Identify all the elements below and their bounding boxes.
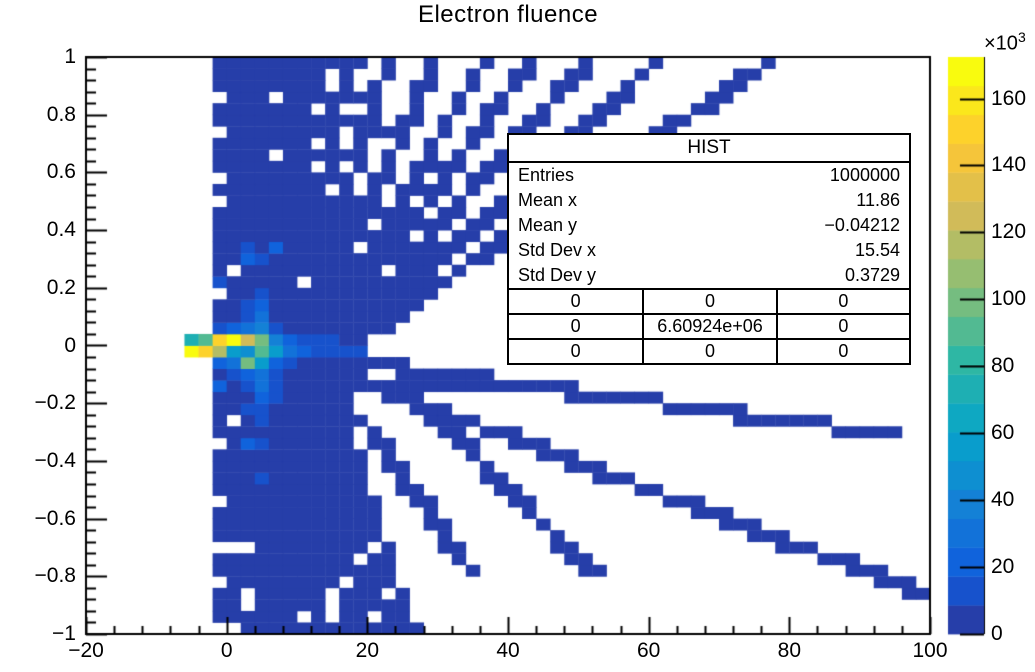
stats-value: −0.04212: [824, 215, 900, 235]
stats-matrix: 0 0 0 0 6.60924e+06 0 0 0 0: [509, 288, 909, 363]
z-tick-label: 100: [991, 287, 1027, 311]
y-tick-label: 0: [64, 333, 76, 357]
stats-matrix-cell: 0: [642, 290, 775, 313]
y-tick-label: −0.4: [34, 448, 76, 472]
stats-value: 11.86: [856, 190, 900, 210]
z-tick-label: 0: [991, 622, 1003, 645]
stats-label: Std Dev y: [518, 265, 597, 285]
z-tick-label: 80: [991, 354, 1015, 378]
y-tick-label: −0.8: [34, 564, 76, 588]
stats-matrix-cell: 0: [775, 290, 909, 313]
stats-rows: Entries 1000000 Mean x 11.86 Mean y −0.0…: [509, 163, 909, 288]
stats-box: HIST Entries 1000000 Mean x 11.86 Mean y…: [507, 133, 911, 365]
stats-box-title: HIST: [509, 135, 909, 163]
z-tick-label: 20: [991, 555, 1015, 579]
stats-value: 15.54: [854, 240, 900, 260]
x-tick-label: −20: [68, 639, 104, 662]
stats-value: 1000000: [829, 165, 900, 185]
x-tick-label: 40: [496, 639, 520, 662]
x-tick-label: 60: [636, 639, 661, 662]
page-title: Electron fluence: [417, 1, 599, 28]
y-tick-label: −1: [52, 622, 76, 645]
colorbar-scale-base: ×10: [984, 32, 1018, 55]
y-tick-label: −0.2: [34, 391, 76, 415]
y-tick-label: −0.6: [34, 506, 76, 530]
stats-row: Std Dev y 0.3729: [509, 263, 909, 288]
stats-matrix-cell: 0: [775, 338, 909, 363]
y-tick-label: 0.2: [46, 275, 76, 299]
stats-matrix-cell: 0: [775, 313, 909, 338]
x-tick-label: 20: [355, 639, 379, 662]
stats-label: Mean x: [518, 190, 578, 210]
colorbar-scale-power: 3: [1017, 29, 1026, 45]
stats-label: Entries: [518, 165, 575, 185]
x-tick-label: 0: [220, 639, 233, 662]
y-tick-label: 0.4: [46, 218, 76, 242]
y-tick-label: 0.8: [46, 102, 76, 126]
z-tick-label: 40: [991, 488, 1015, 512]
z-tick-label: 120: [991, 220, 1027, 244]
y-tick-label: 0.6: [46, 160, 76, 184]
stats-row: Mean y −0.04212: [509, 213, 909, 238]
stats-label: Mean y: [518, 215, 578, 235]
stats-row: Mean x 11.86: [509, 188, 909, 213]
stats-row: Std Dev x 15.54: [509, 238, 909, 263]
z-tick-label: 60: [991, 421, 1015, 445]
z-tick-label: 160: [991, 86, 1027, 110]
colorbar-scale-exponent: ×103: [984, 29, 1026, 56]
stats-label: Std Dev x: [518, 240, 597, 260]
stats-matrix-cell: 0: [642, 338, 776, 363]
stats-row: Entries 1000000: [509, 163, 909, 188]
stats-matrix-cell: 0: [570, 291, 581, 311]
z-tick-label: 140: [991, 153, 1027, 177]
stats-matrix-cell: 6.60924e+06: [642, 313, 776, 338]
stats-matrix-cell: 0: [509, 313, 643, 338]
y-tick-label: 1: [64, 45, 76, 68]
x-tick-label: 100: [912, 639, 948, 662]
x-tick-label: 80: [777, 639, 801, 662]
stats-value: 0.3729: [844, 265, 900, 285]
stats-matrix-cell: 0: [509, 338, 643, 363]
